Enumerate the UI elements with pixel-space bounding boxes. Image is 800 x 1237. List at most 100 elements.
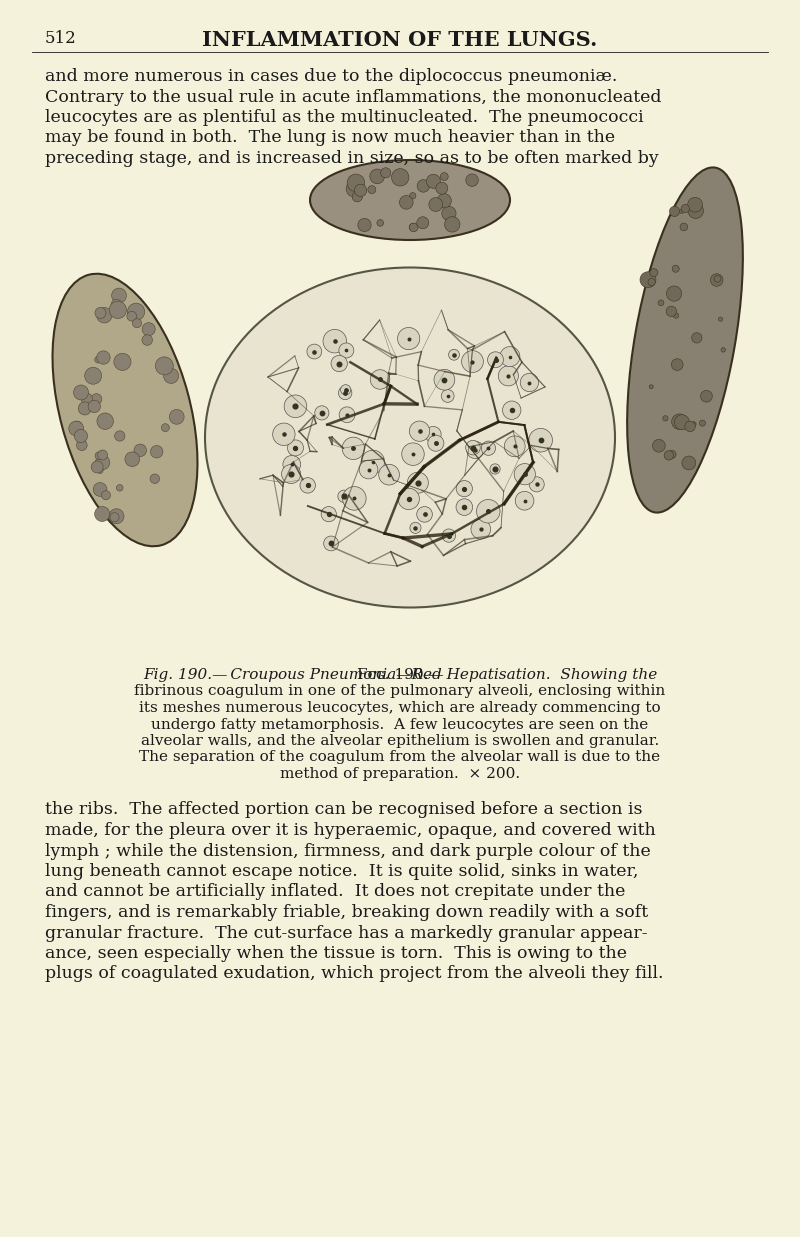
Circle shape — [445, 216, 460, 233]
Circle shape — [93, 482, 107, 496]
Text: lung beneath cannot escape notice.  It is quite solid, sinks in water,: lung beneath cannot escape notice. It is… — [45, 863, 638, 880]
Circle shape — [282, 464, 301, 484]
Circle shape — [685, 421, 695, 432]
Text: and cannot be artificially inflated.  It does not crepitate under the: and cannot be artificially inflated. It … — [45, 883, 626, 901]
Circle shape — [671, 359, 683, 370]
Circle shape — [109, 302, 126, 319]
Circle shape — [688, 198, 702, 212]
Circle shape — [368, 186, 376, 194]
Text: 512: 512 — [45, 30, 77, 47]
Circle shape — [500, 346, 520, 366]
Circle shape — [410, 223, 418, 231]
Text: lymph ; while the distension, firmness, and dark purple colour of the: lymph ; while the distension, firmness, … — [45, 842, 650, 860]
Circle shape — [402, 443, 424, 465]
Circle shape — [142, 335, 153, 345]
Text: may be found in both.  The lung is now much heavier than in the: may be found in both. The lung is now mu… — [45, 130, 615, 146]
Circle shape — [699, 421, 706, 427]
Circle shape — [69, 421, 84, 435]
Text: granular fracture.  The cut-surface has a markedly granular appear-: granular fracture. The cut-surface has a… — [45, 924, 648, 941]
Text: made, for the pleura over it is hyperaemic, opaque, and covered with: made, for the pleura over it is hyperaem… — [45, 823, 656, 839]
Circle shape — [466, 442, 484, 459]
Circle shape — [284, 395, 306, 418]
Circle shape — [471, 520, 490, 539]
Text: its meshes numerous leucocytes, which are already commencing to: its meshes numerous leucocytes, which ar… — [139, 701, 661, 715]
Circle shape — [520, 374, 538, 392]
Ellipse shape — [310, 160, 510, 240]
Circle shape — [679, 209, 684, 214]
Circle shape — [91, 461, 103, 473]
Circle shape — [378, 464, 399, 485]
Circle shape — [114, 430, 125, 442]
Circle shape — [347, 174, 365, 192]
Ellipse shape — [627, 167, 743, 512]
Circle shape — [150, 445, 163, 458]
Ellipse shape — [205, 267, 615, 607]
Circle shape — [283, 455, 301, 474]
Circle shape — [81, 393, 92, 404]
Text: leucocytes are as plentiful as the multinucleated.  The pneumococci: leucocytes are as plentiful as the multi… — [45, 109, 644, 126]
Circle shape — [377, 220, 383, 226]
Circle shape — [721, 348, 726, 353]
Circle shape — [648, 278, 655, 286]
Circle shape — [95, 455, 110, 470]
Circle shape — [109, 508, 124, 523]
Circle shape — [95, 452, 102, 459]
Circle shape — [442, 529, 455, 542]
Text: undergo fatty metamorphosis.  A few leucocytes are seen on the: undergo fatty metamorphosis. A few leuco… — [151, 717, 649, 731]
Circle shape — [314, 406, 329, 421]
Circle shape — [342, 486, 366, 510]
Circle shape — [482, 442, 495, 455]
Circle shape — [666, 306, 677, 317]
Circle shape — [466, 174, 478, 187]
Circle shape — [428, 435, 444, 452]
Circle shape — [342, 437, 365, 459]
Circle shape — [111, 299, 122, 309]
Text: alveolar walls, and the alveolar epithelium is swollen and granular.: alveolar walls, and the alveolar epithel… — [141, 734, 659, 748]
Circle shape — [346, 181, 362, 197]
Circle shape — [95, 308, 106, 318]
Circle shape — [417, 507, 432, 522]
Circle shape — [640, 272, 656, 288]
Circle shape — [674, 313, 678, 318]
Circle shape — [381, 168, 390, 178]
Circle shape — [78, 402, 91, 414]
Circle shape — [362, 450, 385, 474]
Circle shape — [429, 198, 442, 212]
Circle shape — [370, 370, 390, 390]
Circle shape — [94, 506, 110, 522]
Text: The separation of the coagulum from the alveolar wall is due to the: The separation of the coagulum from the … — [139, 751, 661, 764]
Circle shape — [649, 385, 654, 388]
Circle shape — [662, 416, 668, 421]
Circle shape — [674, 414, 690, 429]
Circle shape — [391, 168, 409, 186]
Circle shape — [370, 169, 385, 184]
Circle shape — [91, 393, 102, 404]
Circle shape — [697, 207, 702, 212]
Circle shape — [672, 265, 679, 272]
Circle shape — [358, 219, 371, 231]
Text: the ribs.  The affected portion can be recognised before a section is: the ribs. The affected portion can be re… — [45, 802, 642, 819]
Circle shape — [498, 366, 518, 386]
Circle shape — [300, 477, 315, 494]
Circle shape — [710, 273, 723, 286]
Circle shape — [653, 439, 666, 452]
Ellipse shape — [53, 273, 198, 547]
Circle shape — [112, 288, 126, 303]
Circle shape — [88, 401, 101, 413]
Circle shape — [425, 427, 441, 443]
Circle shape — [97, 308, 112, 323]
Circle shape — [487, 351, 503, 367]
Circle shape — [436, 182, 448, 194]
Circle shape — [352, 192, 362, 202]
Circle shape — [410, 223, 417, 231]
Circle shape — [339, 407, 355, 423]
Circle shape — [338, 490, 350, 502]
Circle shape — [155, 356, 174, 375]
Circle shape — [324, 536, 338, 550]
Circle shape — [417, 216, 429, 229]
Circle shape — [434, 370, 454, 390]
Circle shape — [440, 173, 448, 181]
Circle shape — [359, 460, 378, 479]
Circle shape — [341, 385, 350, 395]
Circle shape — [354, 184, 366, 197]
